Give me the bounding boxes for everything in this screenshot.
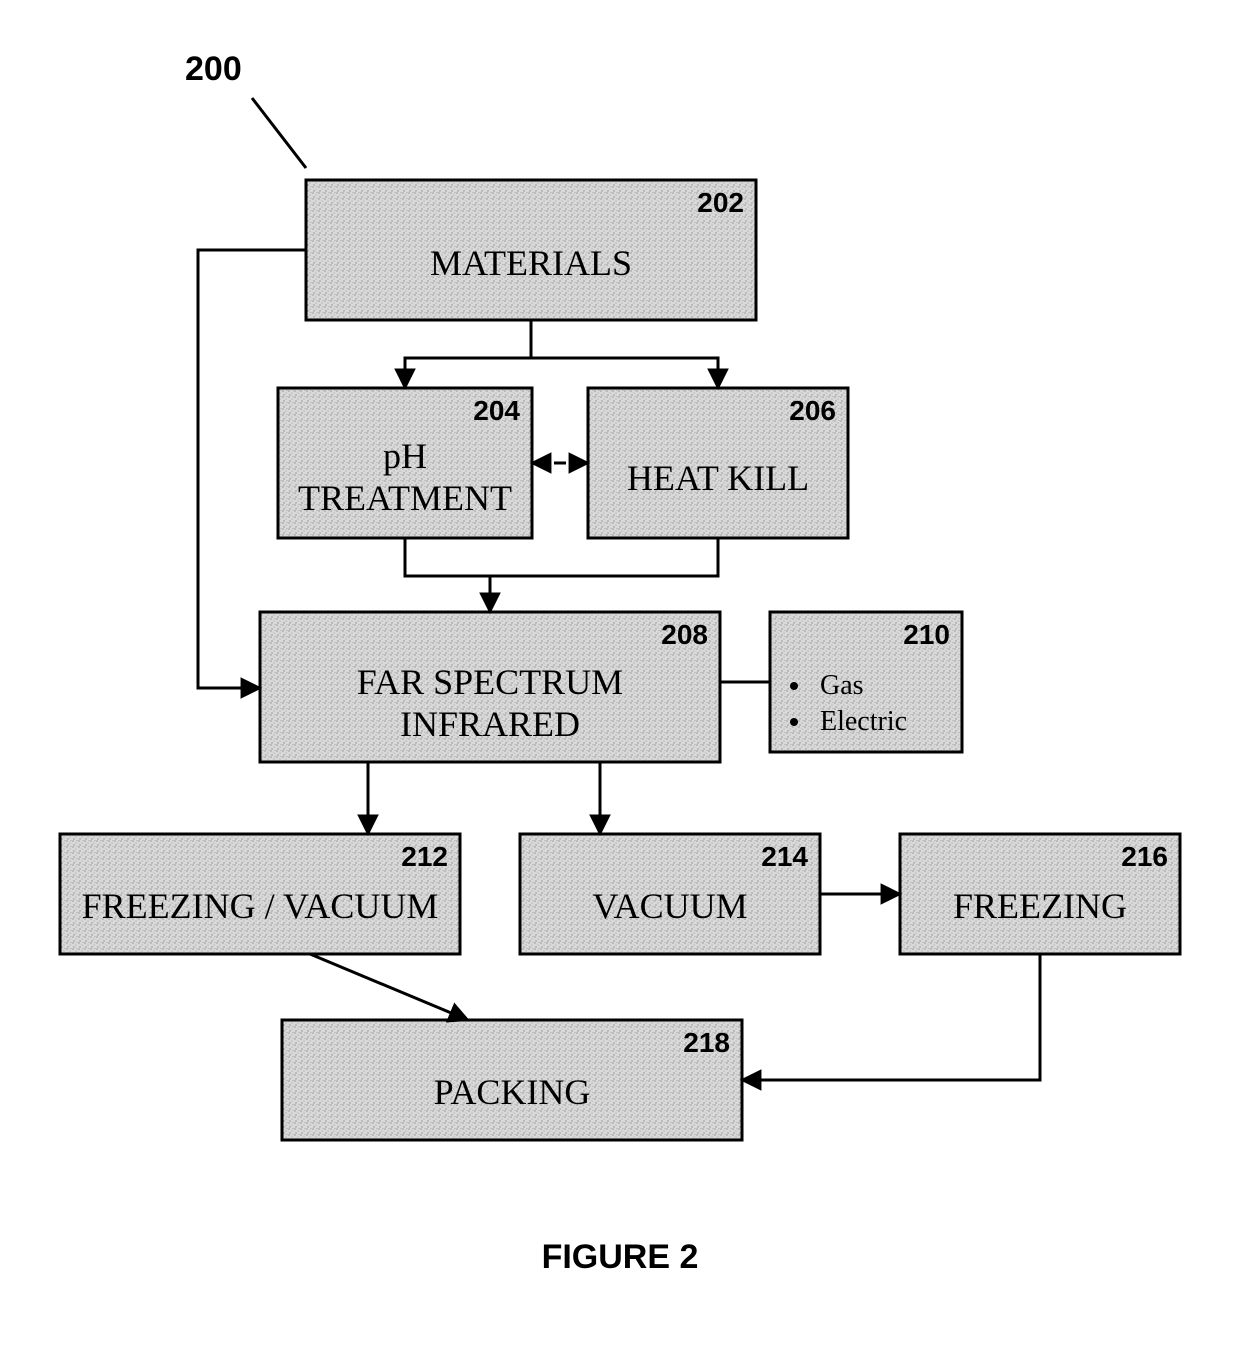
- bullet-icon: [790, 718, 798, 726]
- node-number: 210: [903, 619, 950, 650]
- node-label: VACUUM: [592, 886, 747, 926]
- node-b214: 214 VACUUM: [520, 834, 820, 954]
- node-number: 214: [761, 841, 808, 872]
- bullet-label: Electric: [820, 706, 907, 737]
- node-b202: 202 MATERIALS: [306, 180, 756, 320]
- node-number: 206: [789, 395, 836, 426]
- node-b208: 208 FAR SPECTRUMINFRARED: [260, 612, 720, 762]
- node-label: PACKING: [434, 1072, 591, 1112]
- node-number: 218: [683, 1027, 730, 1058]
- node-number: 204: [473, 395, 520, 426]
- node-b212: 212 FREEZING / VACUUM: [60, 834, 460, 954]
- node-b210: 210 Gas Electric: [770, 612, 962, 752]
- node-label: HEAT KILL: [627, 458, 809, 498]
- node-number: 202: [697, 187, 744, 218]
- bullet-label: Gas: [820, 670, 864, 701]
- node-label: FAR SPECTRUM: [357, 662, 623, 702]
- node-label: TREATMENT: [298, 478, 512, 518]
- node-number: 212: [401, 841, 448, 872]
- node-number: 208: [661, 619, 708, 650]
- node-label: FREEZING: [953, 886, 1127, 926]
- node-number: 216: [1121, 841, 1168, 872]
- node-b206: 206 HEAT KILL: [588, 388, 848, 538]
- node-label: MATERIALS: [430, 243, 632, 283]
- node-label: INFRARED: [400, 704, 580, 744]
- figure-caption: FIGURE 2: [542, 1238, 699, 1276]
- node-label: pH: [383, 436, 427, 476]
- node-b218: 218 PACKING: [282, 1020, 742, 1140]
- node-b204: 204 pHTREATMENT: [278, 388, 532, 538]
- node-b216: 216 FREEZING: [900, 834, 1180, 954]
- figure-number: 200: [185, 50, 242, 88]
- bullet-icon: [790, 682, 798, 690]
- node-label: FREEZING / VACUUM: [82, 886, 439, 926]
